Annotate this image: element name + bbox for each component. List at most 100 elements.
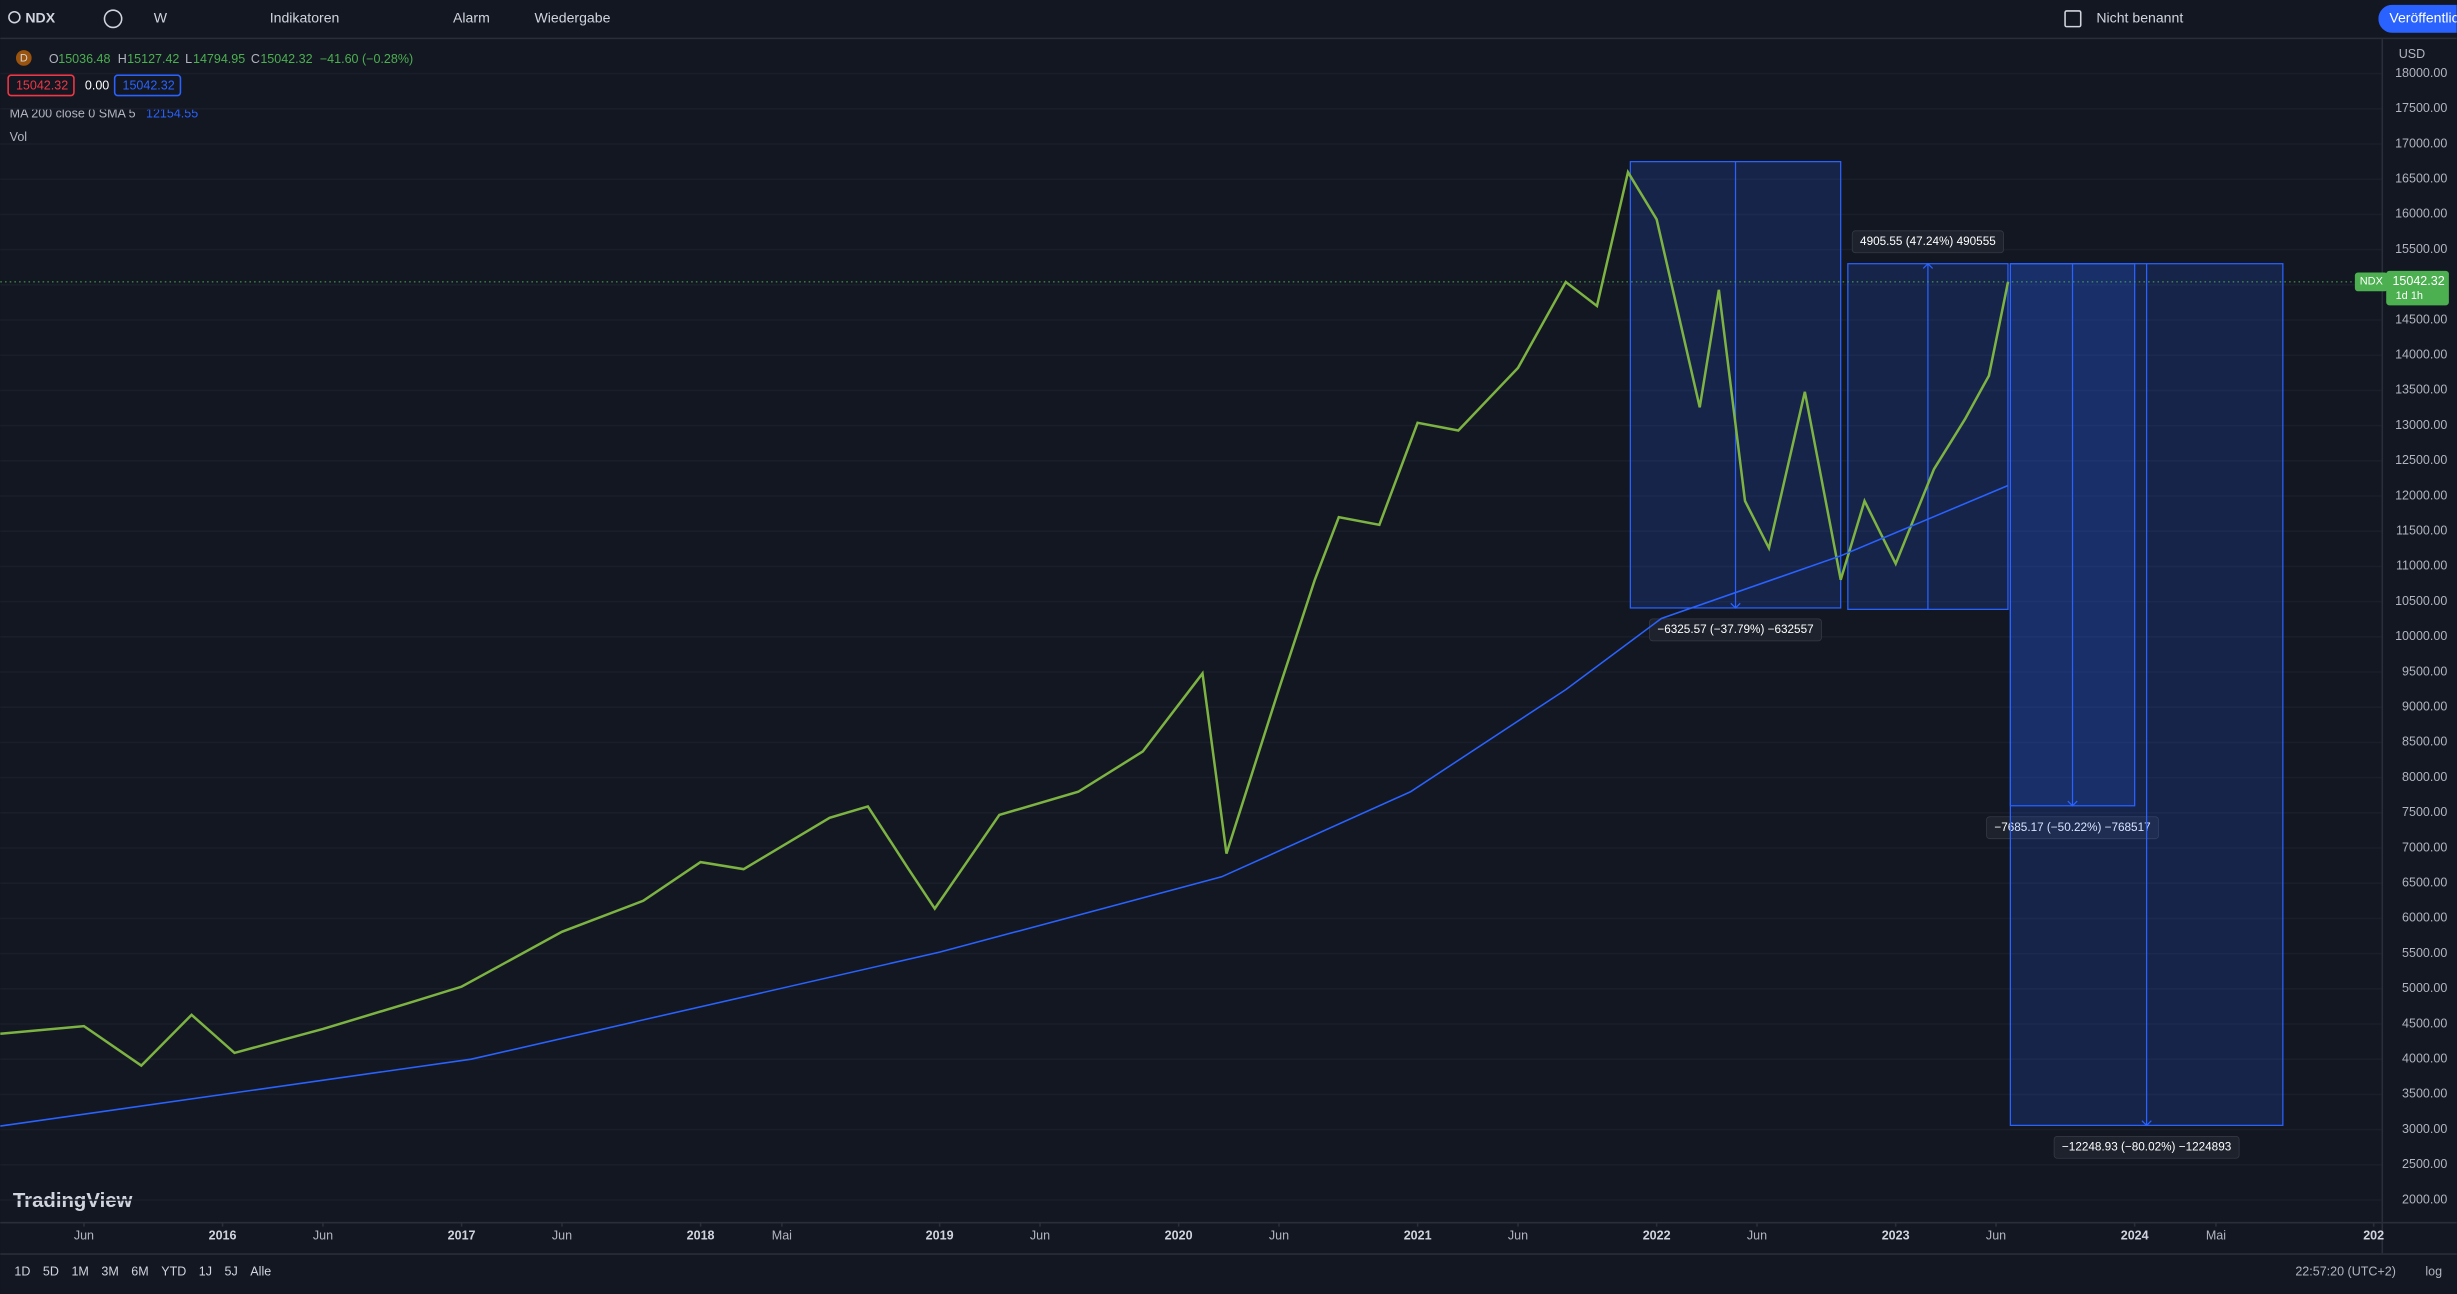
y-tick-label: 16500.00 [2395,172,2447,186]
measure-label: 4905.55 (47.24%) 490555 [1860,235,1996,248]
bid[interactable]: 15042.32 [16,78,68,92]
logo: TradingView [13,1190,133,1212]
range-button[interactable]: YTD [161,1264,186,1278]
measure-label-bg [1851,230,2005,254]
y-tick-label: 2500.00 [2402,1157,2447,1171]
currency[interactable]: USD [2399,47,2425,61]
x-tick-label: Jun [1030,1228,1050,1242]
arrow-head [2141,1120,2152,1127]
y-tick-label: 13500.00 [2395,383,2447,397]
x-tick-label: Jun [1747,1228,1767,1242]
measure-label: −12248.93 (−80.02%) −1224893 [2062,1140,2232,1153]
y-tick-label: 2000.00 [2402,1192,2447,1206]
spread: 0.00 [85,78,109,92]
alert[interactable]: Alarm [453,10,490,26]
x-tick-label: 2024 [2121,1228,2149,1242]
arrow-head [1922,262,1934,269]
y-tick-label: 8000.00 [2402,770,2447,784]
publish-group[interactable]: Veröffentlichen [2378,4,2457,33]
y-tick-label: 12500.00 [2395,453,2447,467]
layout-icon[interactable] [2064,10,2082,28]
publish-button[interactable] [2378,4,2457,33]
y-tick-label: 12000.00 [2395,488,2447,502]
x-tick-label: Mai [772,1228,792,1242]
y-tick-label: 8500.00 [2402,735,2447,749]
range-button[interactable]: 5D [43,1264,59,1278]
c-label: C [251,52,260,66]
search-icon[interactable] [8,10,21,24]
x-tick-label: Jun [1986,1228,2006,1242]
y-tick-label: 3500.00 [2402,1087,2447,1101]
ma-legend: MA 200 close 0 SMA 5 [10,107,136,121]
x-tick-label: 2018 [687,1228,715,1242]
price-tag [2386,270,2449,306]
y-tick-label: 4500.00 [2402,1016,2447,1030]
x-tick-label: Jun [1269,1228,1289,1242]
x-tick-label: Mai [2206,1228,2226,1242]
layout-name[interactable]: Nicht benannt [2096,10,2183,26]
y-tick-label: 11000.00 [2396,559,2447,573]
range-button[interactable]: 1M [71,1264,88,1278]
x-tick-label: 2022 [1643,1228,1671,1242]
measure-label-bg [2053,1135,2240,1159]
indicators[interactable]: Indikatoren [270,10,340,26]
symbol-tag-label: NDX [2360,276,2384,288]
symbol[interactable]: NDX [25,10,55,26]
x-tick-label: Jun [74,1228,94,1242]
o-label: O [49,52,59,66]
x-tick-label: 2016 [209,1228,237,1242]
ma-line [0,484,2009,1127]
add-symbol[interactable] [103,9,123,29]
measure-label: −6325.57 (−37.79%) −632557 [1657,623,1813,636]
price-series [0,168,2010,1068]
y-tick-label: 7000.00 [2402,840,2447,854]
y-tick-label: 6000.00 [2402,911,2447,925]
low: 14794.95 [193,52,245,66]
range-button[interactable]: Alle [250,1264,271,1278]
y-tick-label: 10500.00 [2395,594,2447,608]
change: −41.60 (−0.28%) [320,52,413,66]
ask[interactable]: 15042.32 [122,78,174,92]
y-tick-label: 9000.00 [2402,700,2447,714]
y-tick-label: 3000.00 [2402,1122,2447,1136]
close: 15042.32 [260,52,312,66]
vol-legend: Vol [10,130,27,144]
y-tick-label: 4000.00 [2402,1052,2447,1066]
x-tick-label: 2019 [926,1228,954,1242]
toolbar [0,0,2457,38]
publish-label[interactable]: Veröffentlichen [2389,10,2457,26]
x-tick-label: 2017 [448,1228,476,1242]
price-tag-value: 15042.32 [2392,274,2444,288]
high: 15127.42 [127,52,179,66]
x-tick-label: Jun [313,1228,333,1242]
y-tick-label: 17000.00 [2395,136,2447,150]
range-button[interactable]: 3M [101,1264,118,1278]
bid-box[interactable] [7,74,75,97]
x-tick-label: 2020 [1165,1228,1193,1242]
badge: D [20,53,28,65]
ma-value: 12154.55 [146,107,198,121]
clock: 22:57:20 (UTC+2) [2295,1264,2396,1278]
y-tick-label: 6500.00 [2402,876,2447,890]
range-button[interactable]: 1D [14,1264,30,1278]
ask-box[interactable] [113,74,182,97]
y-tick-label: 14500.00 [2395,312,2447,326]
x-tick-label: 2023 [1882,1228,1910,1242]
interval[interactable]: W [154,10,168,26]
x-tick-label: Jun [1508,1228,1528,1242]
y-tick-label: 5500.00 [2402,946,2447,960]
range-button[interactable]: 5J [225,1264,238,1278]
y-tick-label: 7500.00 [2402,805,2447,819]
replay[interactable]: Wiedergabe [535,10,611,26]
x-tick-label: 2021 [1404,1228,1432,1242]
y-tick-label: 18000.00 [2395,66,2447,80]
measure-label: −7685.17 (−50.22%) −768517 [1994,821,2150,834]
log-toggle[interactable]: log [2425,1264,2442,1278]
y-tick-label: 17500.00 [2395,101,2447,115]
y-tick-label: 13000.00 [2395,418,2447,432]
range-button[interactable]: 6M [131,1264,148,1278]
range-button[interactable]: 1J [199,1264,212,1278]
y-tick-label: 9500.00 [2402,664,2447,678]
